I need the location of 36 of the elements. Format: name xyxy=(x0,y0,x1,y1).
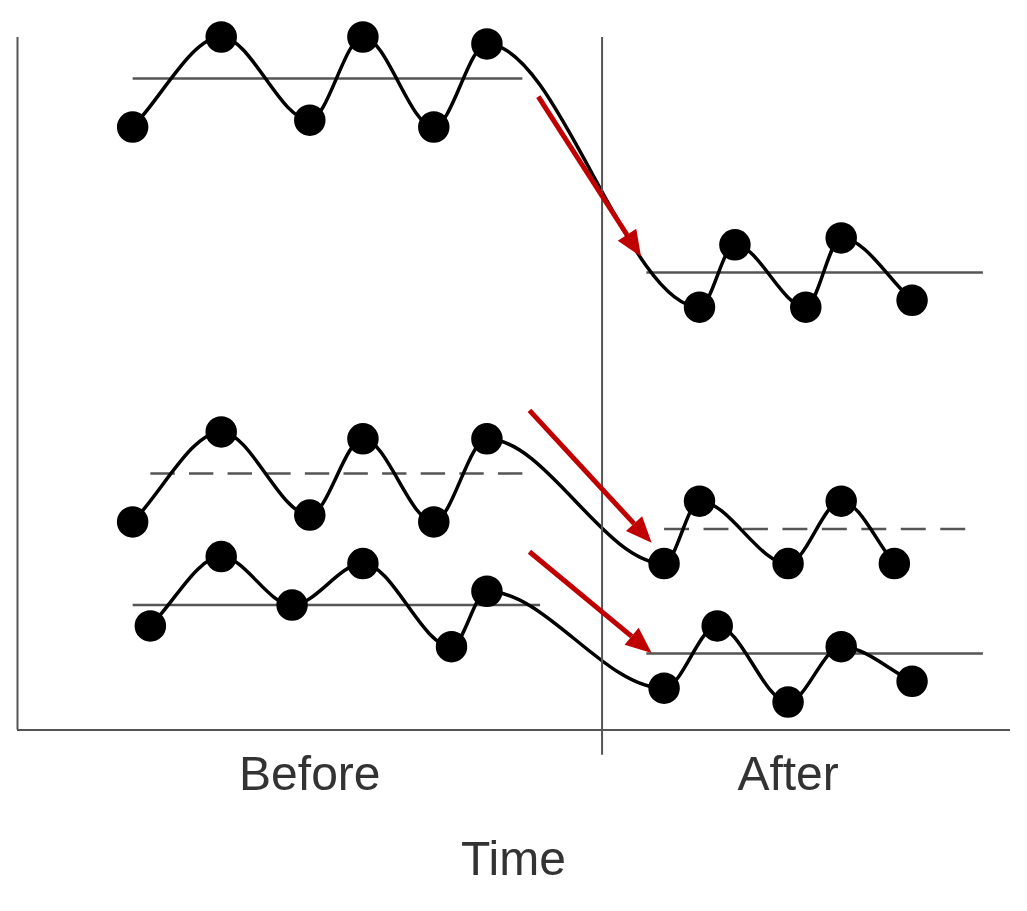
point xyxy=(418,506,450,538)
point xyxy=(772,686,804,718)
point xyxy=(471,28,503,60)
point xyxy=(134,610,167,642)
point xyxy=(347,21,379,53)
x-tick-label: Before xyxy=(239,746,381,800)
point xyxy=(435,630,468,663)
point xyxy=(205,540,237,573)
point xyxy=(205,21,237,53)
point xyxy=(116,506,149,538)
point xyxy=(116,111,149,143)
point xyxy=(683,291,716,323)
x-tick-label: After xyxy=(737,746,839,800)
point xyxy=(772,547,804,580)
point xyxy=(347,423,379,455)
point xyxy=(825,485,857,517)
point xyxy=(648,547,680,580)
point xyxy=(294,104,326,136)
point xyxy=(648,672,680,704)
point xyxy=(205,416,237,448)
point xyxy=(790,291,822,323)
x-axis-title: Time xyxy=(461,832,566,886)
point xyxy=(418,111,450,143)
point xyxy=(878,547,911,580)
point xyxy=(825,222,857,254)
point xyxy=(701,610,733,642)
point xyxy=(471,575,503,607)
point xyxy=(896,665,928,698)
point xyxy=(896,284,928,317)
point xyxy=(347,547,379,580)
point xyxy=(294,499,326,531)
point xyxy=(719,229,751,261)
point xyxy=(471,423,503,455)
point xyxy=(825,630,857,663)
point xyxy=(276,589,308,621)
point xyxy=(683,485,716,517)
